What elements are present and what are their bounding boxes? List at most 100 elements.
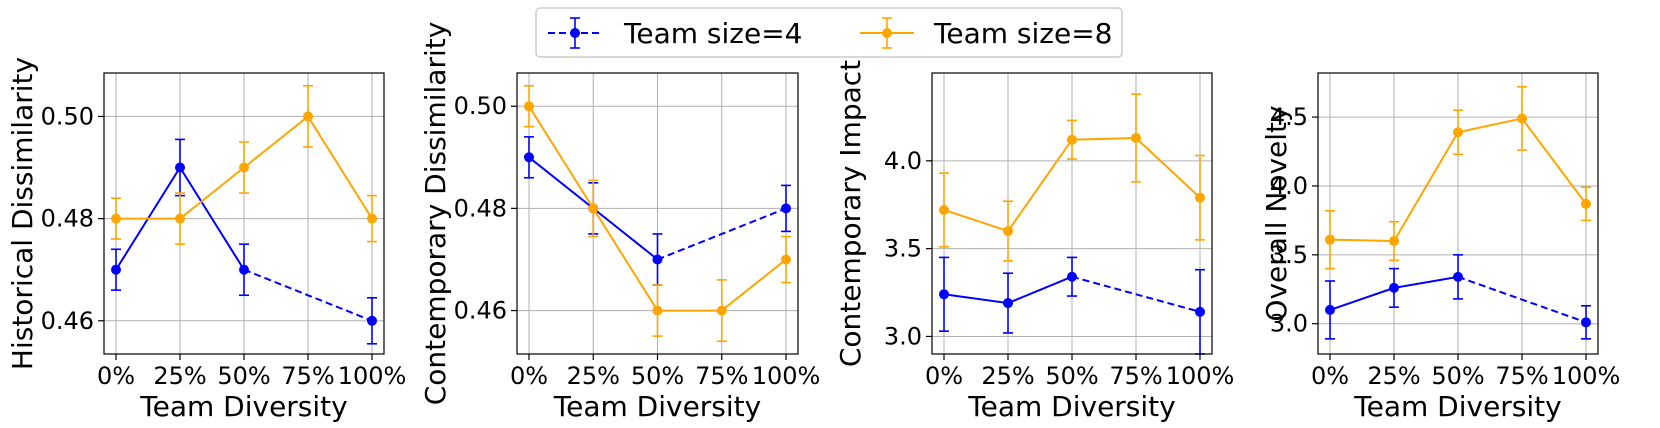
x-tick-label: 50% <box>1045 362 1098 390</box>
series-line-dashed-team-size-4 <box>657 207 787 261</box>
data-point <box>716 305 727 316</box>
data-point <box>175 213 185 224</box>
data-point <box>652 254 663 265</box>
y-tick-label: 3.0 <box>884 322 922 350</box>
x-tick-label: 100% <box>1552 362 1621 390</box>
data-point <box>1195 192 1205 203</box>
y-tick-label: 4.5 <box>1270 103 1308 131</box>
data-point <box>939 289 949 300</box>
data-point <box>781 203 791 214</box>
x-tick-label: 75% <box>1109 362 1162 390</box>
x-axis-label: Team Diversity <box>553 390 761 423</box>
series-team-size-8 <box>1325 85 1591 270</box>
panel-contemporary-impact: 0% 25% 50% 75% 100% 3.0 3.5 4.0 Team Diversity Co… <box>834 60 1234 423</box>
data-point <box>1195 306 1205 317</box>
data-point <box>1003 298 1013 309</box>
x-tick-label: 50% <box>217 362 270 390</box>
data-point <box>652 305 663 316</box>
data-point <box>1003 226 1013 237</box>
y-tick-label: 3.0 <box>1270 310 1308 338</box>
series-team-size-4 <box>1325 254 1591 340</box>
legend-label-team-size-8: Team size=8 <box>933 17 1112 50</box>
data-point <box>1067 271 1077 282</box>
panel-contemporary-dissimilarity: 0% 25% 50% 75% 100% 0.46 0.48 0.50 Team Diversit… <box>419 22 820 423</box>
y-tick-label: 4.0 <box>884 147 922 175</box>
data-point <box>588 203 599 214</box>
x-tick-label: 0% <box>97 362 135 390</box>
data-point <box>239 162 249 173</box>
x-tick-label: 75% <box>1495 362 1548 390</box>
legend-marker-team-size-4 <box>570 28 580 38</box>
data-point <box>1131 132 1141 143</box>
x-tick-label: 100% <box>752 362 821 390</box>
legend-frame <box>535 7 1123 58</box>
series-line-dashed-team-size-4 <box>1071 275 1201 313</box>
y-tick-label: 4.0 <box>1270 172 1308 200</box>
x-tick-label: 50% <box>1431 362 1484 390</box>
y-tick-label: 3.5 <box>1270 241 1308 269</box>
x-tick-label: 25% <box>1367 362 1420 390</box>
series-team-size-4 <box>939 256 1205 355</box>
x-tick-label: 75% <box>281 362 334 390</box>
y-tick-label: 0.50 <box>41 102 94 130</box>
y-tick-label: 0.46 <box>41 307 94 335</box>
y-axis-label: Historical Dissimilarity <box>6 57 39 370</box>
series-team-size-8 <box>111 84 377 245</box>
data-point <box>524 152 534 163</box>
x-tick-label: 75% <box>695 362 748 390</box>
data-point <box>1067 134 1077 145</box>
series-line-dashed-team-size-4 <box>243 268 373 322</box>
data-point <box>303 111 313 122</box>
y-axis-label: Contemporary Impact <box>834 60 867 367</box>
data-point <box>367 315 377 326</box>
y-tick-label: 0.48 <box>41 205 94 233</box>
x-tick-label: 50% <box>631 362 684 390</box>
legend: Team size=4 Team size=8 <box>535 7 1123 58</box>
data-point <box>1581 317 1591 328</box>
x-axis-label: Team Diversity <box>139 390 347 423</box>
legend-label-team-size-4: Team size=4 <box>623 17 802 50</box>
data-point <box>524 101 534 112</box>
x-axis-label: Team Diversity <box>967 390 1175 423</box>
data-point <box>1517 113 1527 124</box>
series-team-size-4 <box>111 138 377 345</box>
y-tick-label: 3.5 <box>884 235 922 263</box>
legend-entry-team-size-8: Team size=8 <box>860 17 1112 50</box>
panel-overall-novelty: 0% 25% 50% 75% 100% 3.0 3.5 4.0 4.5 Team Diversit… <box>1260 72 1621 423</box>
x-tick-label: 100% <box>338 362 407 390</box>
data-point <box>939 204 949 215</box>
x-tick-label: 0% <box>1311 362 1349 390</box>
data-point <box>1389 282 1399 293</box>
x-tick-label: 0% <box>925 362 963 390</box>
y-tick-label: 0.50 <box>454 92 507 120</box>
series-line-dashed-team-size-4 <box>1457 275 1587 324</box>
data-point <box>239 264 249 275</box>
legend-entry-team-size-4: Team size=4 <box>548 17 802 50</box>
data-point <box>111 213 121 224</box>
data-point <box>1325 304 1335 315</box>
x-tick-label: 25% <box>567 362 620 390</box>
x-tick-label: 25% <box>153 362 206 390</box>
series-team-size-8 <box>524 84 791 343</box>
data-point <box>1453 271 1463 282</box>
data-point <box>111 264 121 275</box>
y-axis-label: Overall Novelty <box>1260 105 1293 321</box>
legend-marker-team-size-8 <box>882 28 892 38</box>
data-point <box>1453 127 1463 138</box>
data-point <box>367 213 377 224</box>
x-tick-label: 25% <box>981 362 1034 390</box>
data-point <box>1581 198 1591 209</box>
y-tick-label: 0.46 <box>454 297 507 325</box>
data-point <box>1389 236 1399 247</box>
series-team-size-8 <box>939 93 1205 262</box>
x-axis-label: Team Diversity <box>1353 390 1561 423</box>
y-axis-label: Contemporary Dissimilarity <box>419 22 452 406</box>
y-tick-label: 0.48 <box>454 194 507 222</box>
data-point <box>175 162 185 173</box>
x-tick-label: 0% <box>510 362 548 390</box>
data-point <box>781 254 791 265</box>
x-tick-label: 100% <box>1166 362 1235 390</box>
data-point <box>1325 234 1335 245</box>
panel-historical-dissimilarity: 0% 25% 50% 75% 100% 0.46 0.48 0.50 Team Diversit… <box>6 57 406 423</box>
